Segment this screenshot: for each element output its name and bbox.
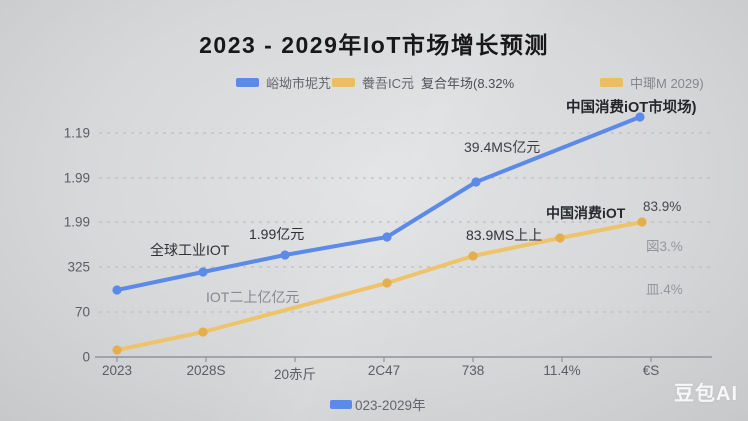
china-consumer-iot-line — [115, 220, 644, 352]
data-label: 1.99亿元 — [249, 226, 305, 242]
x-tick-label: 2028S — [186, 363, 226, 378]
data-label: 39.4MS亿元 — [464, 139, 541, 155]
y-tick-label: 325 — [67, 259, 90, 275]
x-tick-label: 2023 — [101, 363, 133, 378]
legend-label: 餋吾IC元 — [362, 76, 415, 91]
global-industrial-iot-data-point — [112, 285, 122, 295]
x-tick-label: €S — [642, 363, 660, 378]
data-label: 全球工业IOT — [150, 242, 230, 258]
y-tick-label: 1.99 — [63, 170, 90, 186]
bottom-legend-label: 023-2029年 — [355, 398, 426, 413]
global-industrial-iot-data-point — [635, 112, 645, 122]
yellow-legend-swatch-icon — [600, 78, 623, 87]
blue-legend-swatch-icon — [236, 78, 259, 87]
x-tick-label: 20赤斤 — [273, 367, 317, 382]
data-label: 皿.4% — [646, 282, 683, 297]
global-industrial-iot-data-point — [382, 232, 392, 242]
china-consumer-iot-data-point — [637, 217, 647, 227]
china-consumer-iot-data-point — [198, 327, 208, 337]
y-tick-label: 1.99 — [63, 214, 90, 230]
series-end-annotation: 中国消费iOT市坝场) — [566, 100, 697, 116]
china-consumer-iot-data-point — [555, 233, 565, 243]
legend-label: 峪坳市坭艽 — [266, 76, 332, 91]
data-label: 図3.% — [646, 239, 683, 254]
china-consumer-iot-data-point — [468, 251, 478, 261]
legend-label: 复合年场(8.32% — [421, 76, 515, 91]
x-tick-label: 738 — [461, 363, 485, 378]
blue-legend-swatch-icon — [330, 399, 352, 409]
chart-title: 2023 - 2029年IoT市场增长预测 — [199, 32, 549, 58]
global-industrial-iot-data-point — [471, 177, 481, 187]
global-industrial-iot-line — [115, 115, 642, 292]
legend: 峪坳市坭艽 餋吾IC元 | 复合年场(8.32% 中瑘M 2029) — [0, 73, 748, 91]
legend-item-blue: 峪坳市坭艽 — [236, 73, 331, 92]
global-industrial-iot-data-point — [198, 267, 208, 277]
legend-item-right: 中瑘M 2029) — [600, 73, 704, 92]
bottom-legend: 023-2029年 — [330, 394, 426, 414]
legend-item-yellow: 餋吾IC元 — [332, 73, 414, 92]
china-consumer-iot-data-point — [112, 345, 122, 355]
data-label: 83.9MS上上 — [466, 227, 543, 243]
legend-item-cagr: 复合年场(8.32% — [421, 73, 514, 92]
data-label: 83.9% — [643, 199, 682, 214]
y-tick-label: 0 — [82, 349, 90, 365]
legend-divider: | — [410, 73, 414, 88]
data-label: 中国消费iOT — [546, 205, 626, 221]
y-tick-label: 70 — [74, 304, 90, 320]
china-consumer-iot-data-point — [382, 278, 392, 288]
y-tick-label: 1.19 — [63, 125, 90, 141]
x-tick-label: 11.4% — [543, 363, 581, 378]
global-industrial-iot-data-point — [280, 250, 290, 260]
yellow-legend-swatch-icon — [332, 78, 355, 87]
doubao-ai-watermark: 豆包AI — [674, 383, 738, 405]
x-tick-label: 2C47 — [367, 363, 401, 378]
legend-label: 中瑘M 2029) — [630, 76, 704, 91]
data-label: IOT二上亿亿元 — [206, 289, 300, 305]
